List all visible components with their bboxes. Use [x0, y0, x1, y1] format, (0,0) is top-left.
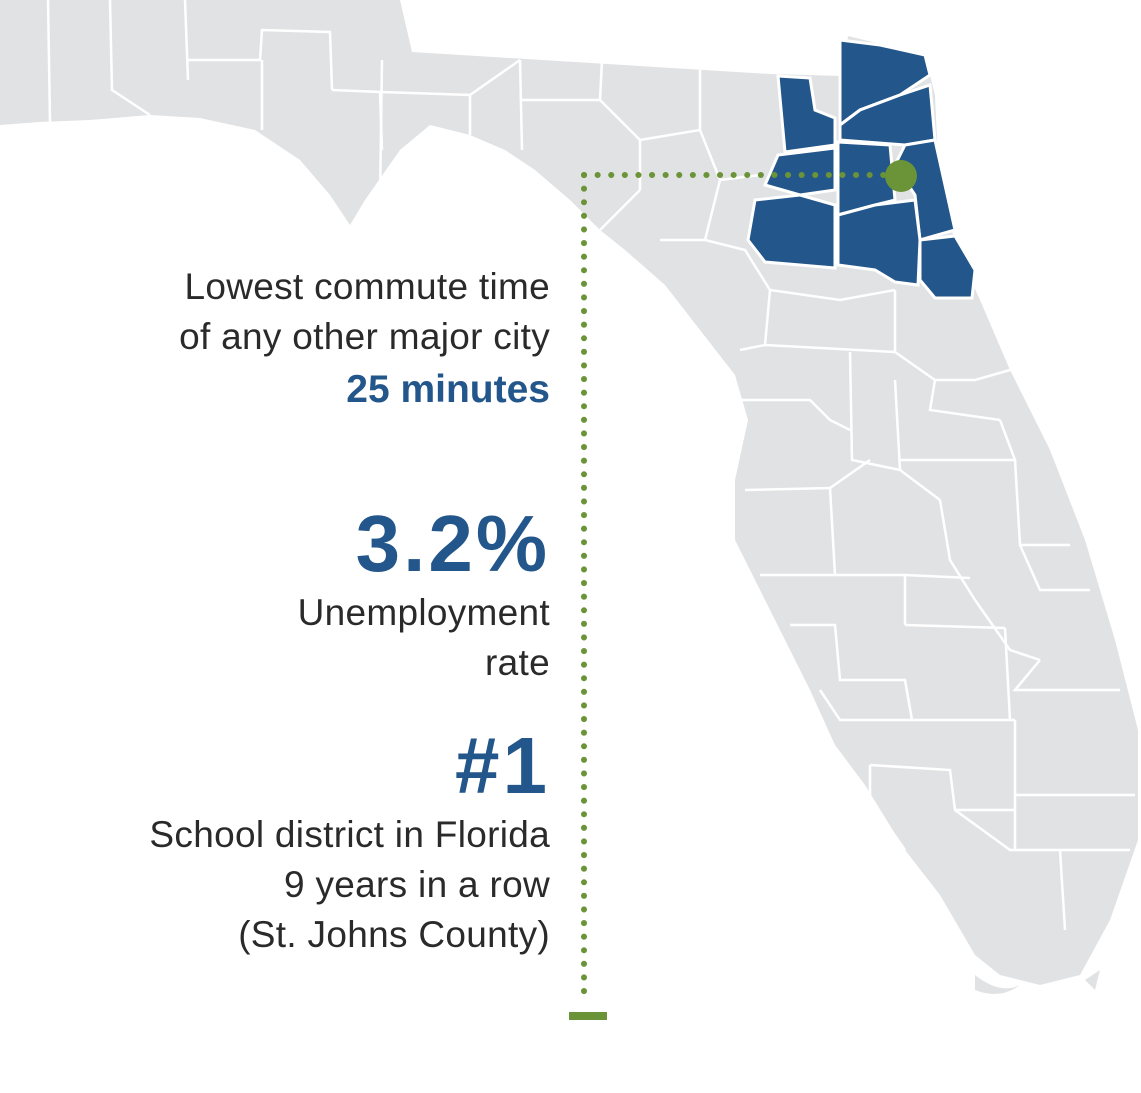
school-line-1: School district in Florida — [149, 814, 550, 855]
county-borders — [46, 0, 1135, 931]
county-alachua — [746, 193, 837, 270]
school-line-2: 9 years in a row — [284, 864, 550, 905]
stat-school: #1 School district in Florida 9 years in… — [149, 722, 550, 960]
unemployment-line-1: Unemployment — [297, 592, 550, 633]
county-putnam — [836, 198, 922, 287]
county-flagler — [918, 234, 977, 300]
jacksonville-marker — [885, 160, 917, 192]
commute-line-1: Lowest commute time — [184, 266, 550, 307]
highlighted-counties — [746, 38, 977, 300]
county-duval — [838, 82, 937, 147]
connector-end-cap — [569, 1012, 607, 1020]
county-baker — [776, 74, 837, 154]
connector-line — [581, 172, 903, 1003]
county-union — [762, 146, 837, 197]
unemployment-value: 3.2% — [355, 499, 550, 588]
stat-unemployment: 3.2% Unemployment rate — [298, 500, 550, 688]
florida-keys — [975, 975, 1020, 994]
school-value: #1 — [455, 721, 550, 810]
unemployment-line-2: rate — [485, 642, 550, 683]
commute-value: 25 minutes — [346, 368, 550, 411]
stat-commute: Lowest commute time of any other major c… — [179, 262, 550, 418]
school-line-3: (St. Johns County) — [238, 914, 550, 955]
commute-line-2: of any other major city — [179, 316, 550, 357]
